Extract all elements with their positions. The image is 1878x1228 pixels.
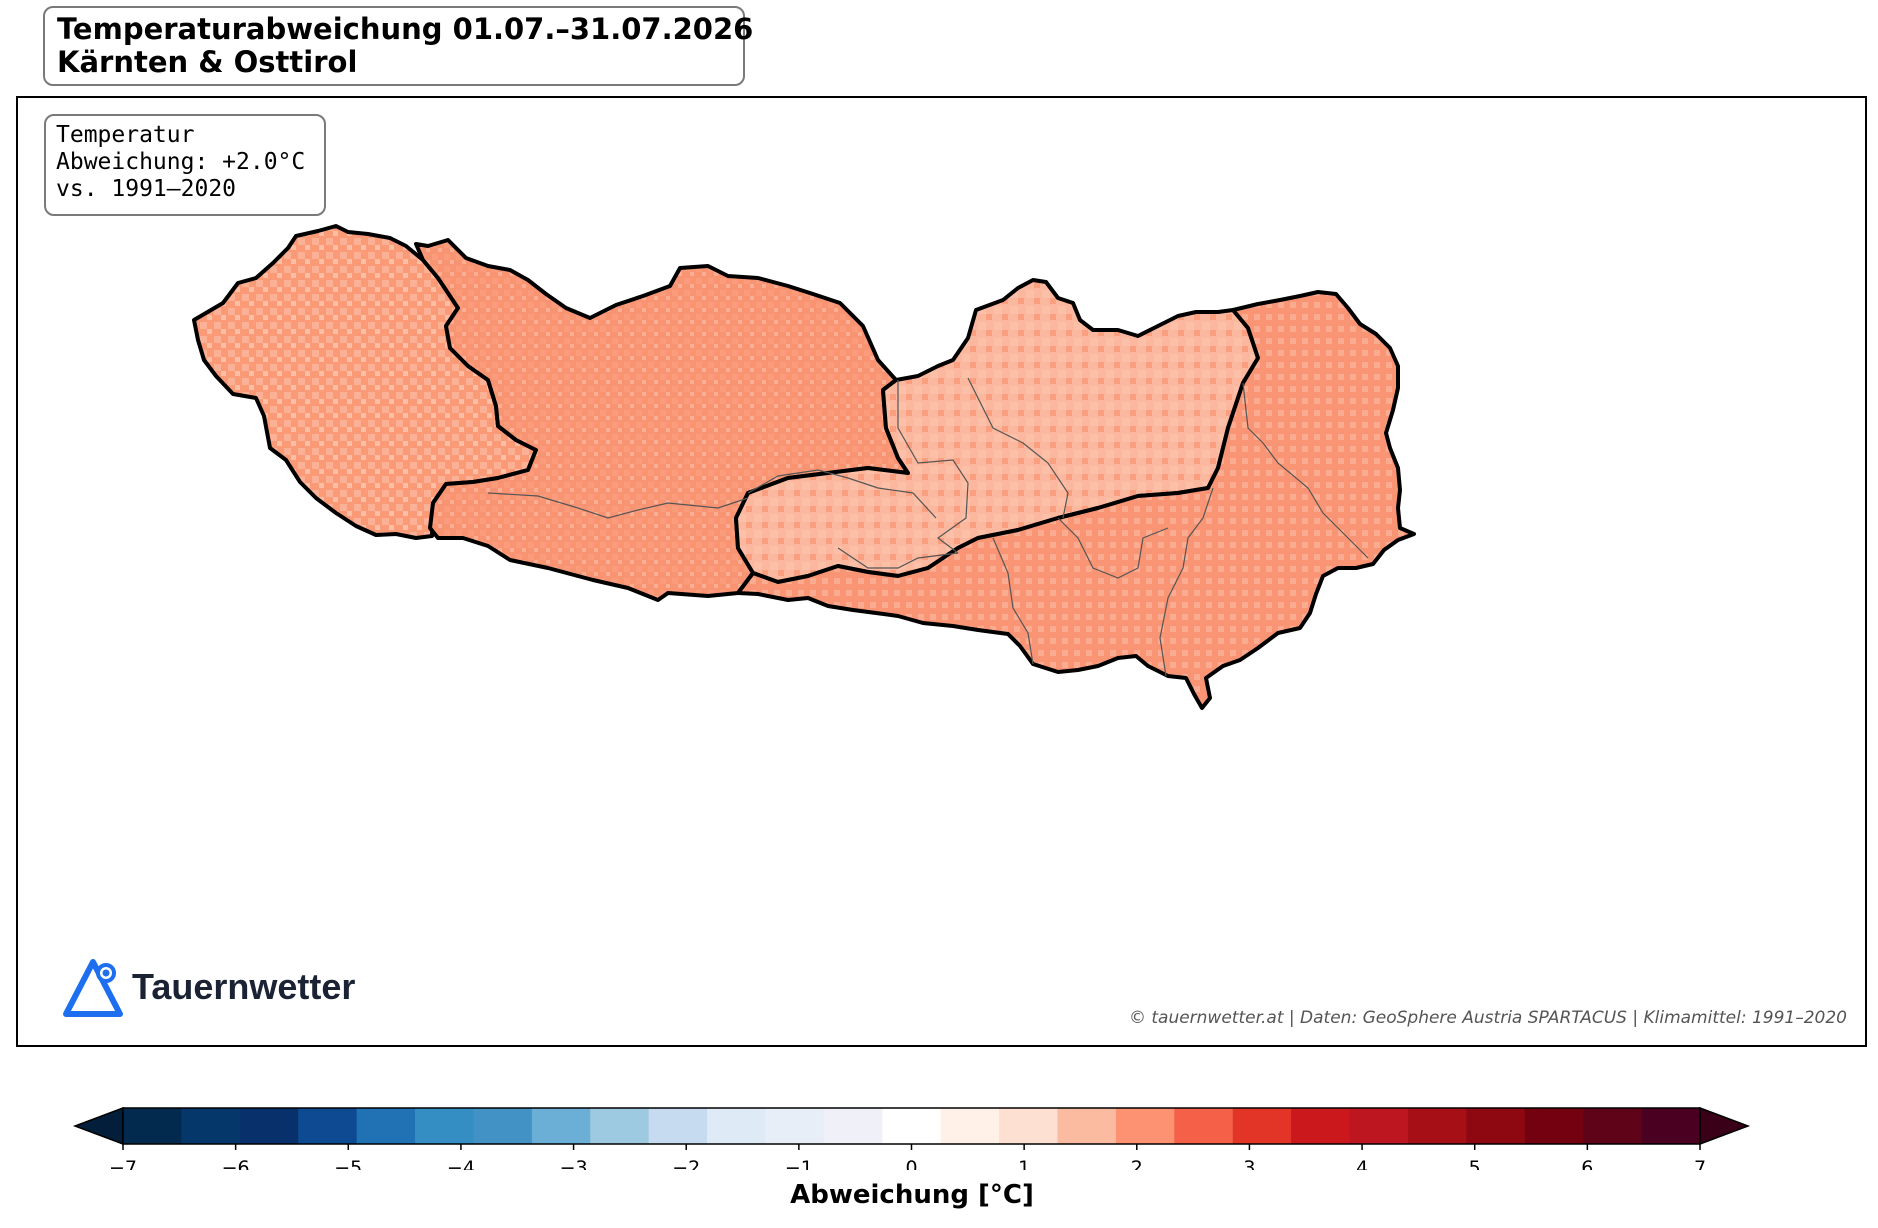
colorbar-tick-label: 5 (1469, 1157, 1481, 1170)
colorbar-tick-label: −1 (785, 1157, 813, 1170)
colorbar-segment (1524, 1108, 1584, 1144)
colorbar-tick-label: 4 (1356, 1157, 1368, 1170)
info-anomaly: Abweichung: +2.0°C (56, 149, 306, 175)
colorbar-segment (940, 1108, 1000, 1144)
colorbar-tick-label: −4 (447, 1157, 475, 1170)
triangle-location-icon (63, 959, 123, 1017)
brand-name: Tauernwetter (132, 966, 356, 1007)
data-credit: © tauernwetter.at | Daten: GeoSphere Aus… (1128, 1008, 1847, 1028)
colorbar-label: Abweichung [°C] (790, 1180, 1034, 1210)
map-title: Temperaturabweichung 01.07.–31.07.2026 (57, 12, 754, 46)
colorbar-tick-label: 2 (1131, 1157, 1143, 1170)
colorbar-segment (123, 1108, 183, 1144)
colorbar-tick-label: 1 (1018, 1157, 1030, 1170)
colorbar-tick-label: 0 (905, 1157, 917, 1170)
colorbar-tick-label: −5 (334, 1157, 362, 1170)
colorbar-segment (1057, 1108, 1117, 1144)
colorbar-segment (823, 1108, 883, 1144)
map-canvas (192, 224, 1416, 710)
colorbar-segment (1349, 1108, 1409, 1144)
colorbar-segment (882, 1108, 942, 1144)
map-frame: Temperatur Abweichung: +2.0°C vs. 1991–2… (16, 96, 1867, 1047)
colorbar: −7 −6 −5 −4 −3 −2 −1 0 1 2 3 4 5 6 7 (72, 1106, 1751, 1170)
info-reference: vs. 1991–2020 (56, 176, 237, 202)
colorbar-extend-high (1699, 1106, 1751, 1146)
info-variable: Temperatur (56, 122, 195, 148)
colorbar-segment (1115, 1108, 1175, 1144)
colorbar-segment (707, 1108, 767, 1144)
colorbar-segment (590, 1108, 650, 1144)
colorbar-segment (356, 1108, 416, 1144)
colorbar-segment (1407, 1108, 1467, 1144)
colorbar-segment (765, 1108, 825, 1144)
district-boundaries (487, 377, 1369, 677)
colorbar-segment (531, 1108, 591, 1144)
info-box: Temperatur Abweichung: +2.0°C vs. 1991–2… (44, 114, 326, 216)
colorbar-tick-label: −2 (672, 1157, 700, 1170)
colorbar-tick-label: −3 (560, 1157, 588, 1170)
map-subtitle: Kärnten & Osttirol (57, 45, 358, 79)
colorbar-segment (473, 1108, 533, 1144)
colorbar-segment (1291, 1108, 1351, 1144)
colorbar-segment (999, 1108, 1059, 1144)
colorbar-segment (415, 1108, 475, 1144)
colorbar-segment (1466, 1108, 1526, 1144)
colorbar-tick-label: 6 (1581, 1157, 1593, 1170)
colorbar-segment (239, 1108, 299, 1144)
colorbar-segment (1583, 1108, 1643, 1144)
colorbar-tick-label: 7 (1694, 1157, 1706, 1170)
colorbar-segment (648, 1108, 708, 1144)
colorbar-segment (1174, 1108, 1234, 1144)
colorbar-tick-label: −6 (222, 1157, 250, 1170)
colorbar-segment (1641, 1108, 1701, 1144)
colorbar-tick-label: 3 (1243, 1157, 1255, 1170)
colorbar-extend-low (72, 1106, 124, 1146)
title-box: Temperaturabweichung 01.07.–31.07.2026 K… (43, 6, 754, 86)
colorbar-segment (181, 1108, 241, 1144)
colorbar-tick-label: −7 (109, 1157, 137, 1170)
colorbar-segment (298, 1108, 358, 1144)
colorbar-segment (1232, 1108, 1292, 1144)
